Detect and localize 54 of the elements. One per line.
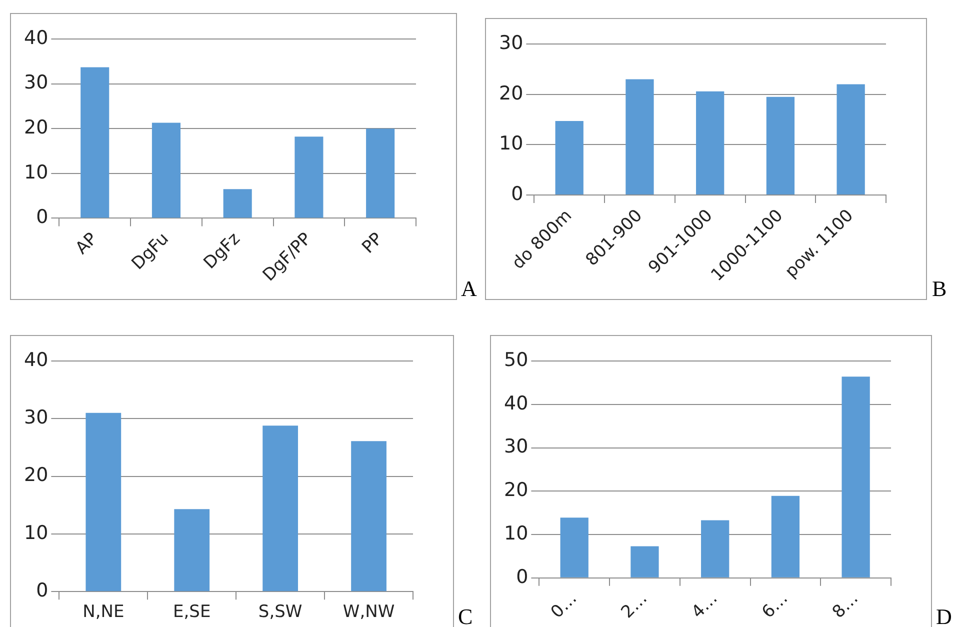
y-tick-label: 30 [498,32,524,54]
y-tick-label: 30 [24,406,48,429]
x-tick-label: N,NE [82,602,124,622]
y-tick-label: 20 [24,116,48,139]
bar [560,518,588,578]
y-tick-label: 20 [498,82,524,104]
bar [701,520,730,578]
x-tick-label: E,SE [173,602,211,622]
x-tick-label: AP [72,228,102,259]
y-tick-label: 30 [504,436,528,458]
bar [766,96,795,195]
y-tick-label: 10 [498,132,524,155]
x-tick-label: 0… [547,588,582,622]
x-tick-label: W,NW [342,602,395,622]
text: C [458,604,473,627]
bar [86,412,122,592]
y-tick-label: 50 [504,348,528,371]
y-tick-label: 0 [36,580,48,602]
bar [836,84,865,195]
y-tick-label: 40 [504,392,528,414]
x-tick-label: PP [358,228,387,258]
y-tick-label: 30 [24,72,48,94]
bar [174,509,210,592]
y-tick-label: 20 [24,464,48,486]
bar [626,79,654,195]
x-tick-label: 6… [758,588,792,622]
bar [351,441,386,592]
bar [366,128,395,218]
bar [152,122,180,218]
text: D [936,604,952,627]
x-tick-label: S,SW [258,602,302,622]
bar [696,91,724,195]
y-tick-label: 0 [516,566,528,588]
y-tick-label: 40 [24,348,48,371]
bar [80,67,110,218]
bar [555,121,584,195]
text: A [461,276,477,302]
x-tick-label: 4… [688,588,722,622]
bar [294,136,324,218]
bar [262,426,298,592]
bar [771,496,800,578]
y-tick-label: 10 [24,522,48,544]
y-tick-label: 20 [504,479,528,502]
y-tick-label: 0 [36,206,48,228]
y-tick-label: 40 [24,26,48,49]
bar [630,546,659,578]
text: B [932,276,947,302]
bar [842,376,870,578]
y-tick-label: 10 [504,522,528,544]
y-tick-label: 0 [511,182,524,205]
x-tick-label: 8… [828,588,862,622]
bar [223,189,252,218]
y-tick-label: 10 [24,161,48,184]
x-tick-label: 2… [618,588,652,622]
